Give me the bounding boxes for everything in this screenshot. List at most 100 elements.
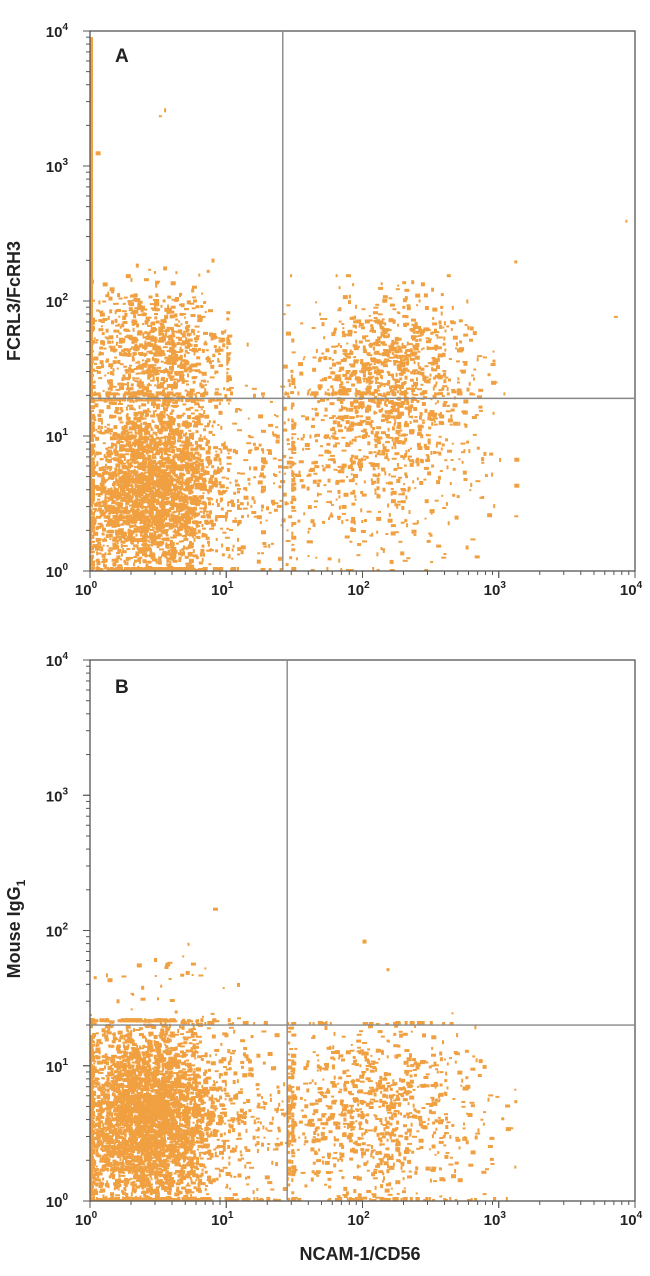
event-point xyxy=(167,471,171,475)
event-point xyxy=(95,526,99,531)
event-point xyxy=(167,295,172,299)
event-point xyxy=(127,558,131,561)
event-point xyxy=(473,377,475,381)
event-point xyxy=(182,403,187,406)
event-point xyxy=(391,426,395,431)
event-point xyxy=(427,362,433,364)
event-point xyxy=(154,316,158,320)
event-point xyxy=(237,567,239,571)
event-point xyxy=(125,537,128,540)
event-point xyxy=(102,486,107,490)
event-point xyxy=(168,338,173,341)
event-point xyxy=(379,324,383,327)
event-point xyxy=(422,376,427,381)
event-point xyxy=(90,394,92,398)
event-point xyxy=(96,546,99,550)
event-point xyxy=(329,367,333,370)
event-point xyxy=(175,431,181,436)
event-point xyxy=(102,479,107,484)
event-point xyxy=(380,398,385,402)
event-point xyxy=(128,448,133,453)
event-point xyxy=(205,466,209,469)
event-point xyxy=(97,473,101,477)
event-point xyxy=(137,313,142,316)
event-point xyxy=(143,440,147,444)
event-point xyxy=(120,515,126,520)
event-point xyxy=(206,521,211,525)
event-point xyxy=(190,314,196,317)
event-point xyxy=(174,528,177,532)
event-point xyxy=(382,300,385,303)
event-point xyxy=(207,447,210,452)
event-point xyxy=(390,400,394,403)
event-point xyxy=(373,317,378,319)
event-point xyxy=(118,434,121,437)
event-point xyxy=(106,515,111,520)
event-point xyxy=(340,568,343,571)
event-point xyxy=(112,537,115,540)
event-point xyxy=(323,436,329,439)
event-point xyxy=(168,391,174,395)
event-point xyxy=(330,428,336,432)
event-point xyxy=(138,435,141,439)
event-point xyxy=(134,377,140,380)
event-point xyxy=(261,457,266,462)
event-point xyxy=(284,472,287,475)
event-point xyxy=(120,558,122,561)
event-point xyxy=(351,438,357,442)
event-point xyxy=(320,398,325,402)
event-point xyxy=(394,408,400,413)
event-point xyxy=(118,393,121,396)
event-point xyxy=(438,374,444,378)
event-point xyxy=(151,538,157,543)
event-point xyxy=(218,492,222,496)
event-point xyxy=(192,285,197,289)
event-point xyxy=(190,329,195,334)
event-point xyxy=(190,507,193,510)
event-point xyxy=(197,403,200,408)
event-point xyxy=(123,365,128,368)
event-point xyxy=(167,472,170,475)
event-point xyxy=(159,455,162,459)
event-point xyxy=(323,484,327,487)
event-point xyxy=(188,429,192,432)
event-point xyxy=(357,461,362,466)
event-point xyxy=(356,379,362,384)
event-point xyxy=(355,390,361,393)
event-point xyxy=(442,507,447,509)
event-point xyxy=(103,347,107,350)
event-point xyxy=(90,421,95,425)
event-point xyxy=(126,469,130,471)
event-point xyxy=(375,454,377,458)
event-point xyxy=(357,422,363,426)
event-point xyxy=(332,420,337,425)
event-point xyxy=(139,433,143,438)
event-point xyxy=(421,371,425,376)
event-point xyxy=(163,501,168,506)
event-point xyxy=(114,310,117,315)
event-point xyxy=(396,462,399,467)
event-point xyxy=(335,480,340,485)
event-point xyxy=(429,533,433,537)
event-point xyxy=(380,333,384,337)
event-point xyxy=(487,373,491,377)
event-point xyxy=(177,395,181,400)
event-point xyxy=(184,389,188,392)
event-point xyxy=(93,452,96,455)
event-point xyxy=(98,394,102,398)
event-point xyxy=(340,359,346,362)
event-point xyxy=(165,357,168,360)
event-point xyxy=(171,334,176,338)
event-point xyxy=(100,426,103,429)
event-point xyxy=(362,373,366,378)
event-point xyxy=(153,304,156,309)
event-point xyxy=(411,318,416,322)
event-point xyxy=(128,375,131,379)
event-point xyxy=(213,345,217,349)
event-point xyxy=(152,368,158,372)
event-point xyxy=(143,312,147,315)
event-point xyxy=(407,369,410,373)
event-point xyxy=(149,534,152,539)
event-point xyxy=(126,561,129,566)
event-point xyxy=(111,511,116,515)
